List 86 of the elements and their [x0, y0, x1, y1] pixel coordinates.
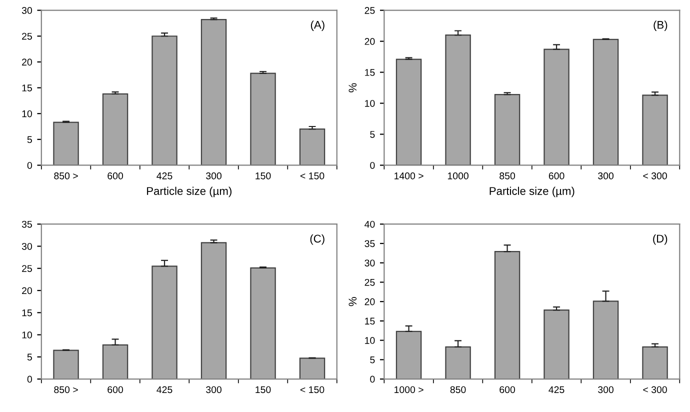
- x-axis-title: Particle size (µm): [490, 186, 574, 198]
- x-tick-label: < 150: [300, 386, 324, 394]
- bar: [152, 36, 178, 166]
- x-tick-label: 425: [548, 386, 564, 394]
- bar: [102, 344, 128, 380]
- y-tick-label: 35: [22, 220, 32, 228]
- bar: [102, 93, 128, 166]
- y-tick-label: 10: [365, 100, 375, 107]
- bar: [250, 72, 276, 166]
- y-tick-label: 5: [27, 354, 32, 361]
- x-tick-label: 1000 >: [394, 386, 424, 394]
- y-tick-label: 5: [370, 356, 375, 364]
- y-axis-title: %: [348, 83, 357, 92]
- x-tick-label: 600: [108, 386, 124, 394]
- y-tick-label: 20: [22, 287, 32, 294]
- y-tick-label: 30: [22, 7, 32, 14]
- x-tick-label: < 300: [643, 386, 667, 394]
- x-tick-label: 600: [108, 172, 124, 180]
- y-tick-label: 0: [370, 376, 375, 383]
- y-tick-label: 0: [27, 376, 32, 383]
- y-tick-label: 35: [364, 240, 375, 248]
- bar: [642, 94, 668, 166]
- y-tick-label: 15: [22, 84, 32, 92]
- bar: [445, 34, 471, 166]
- y-tick-label: 25: [364, 7, 375, 14]
- y-tick-label: 5: [27, 136, 32, 144]
- x-tick-label: 850: [500, 172, 516, 180]
- y-tick-label: 15: [365, 69, 375, 76]
- x-tick-label: 150: [256, 386, 271, 394]
- x-tick-label: 850 >: [54, 386, 78, 394]
- bar: [642, 346, 668, 380]
- x-tick-label: 300: [598, 172, 614, 180]
- annotation: (D): [653, 234, 668, 245]
- bar: [494, 251, 520, 380]
- y-tick-label: 20: [364, 298, 375, 306]
- x-tick-label: 1400 >: [394, 172, 424, 180]
- bar: [544, 48, 570, 166]
- y-tick-label: 15: [22, 309, 32, 316]
- y-tick-label: 10: [22, 110, 32, 118]
- x-tick-label: 300: [206, 172, 222, 180]
- bar: [445, 346, 471, 380]
- y-tick-label: 0: [27, 162, 32, 169]
- x-tick-label: 600: [548, 172, 564, 180]
- x-axis-title: Particle size (µm): [147, 186, 232, 198]
- bar: [200, 19, 227, 166]
- bar: [299, 128, 326, 166]
- x-tick-label: 1000: [448, 172, 468, 180]
- bar: [592, 38, 619, 166]
- bar: [592, 300, 619, 380]
- y-tick-label: 15: [365, 318, 375, 325]
- y-tick-label: 20: [22, 58, 32, 66]
- y-tick-label: 25: [22, 32, 32, 40]
- x-tick-label: 425: [156, 172, 172, 180]
- y-tick-label: 5: [370, 131, 375, 138]
- y-tick-label: 30: [22, 242, 32, 250]
- x-tick-label: 425: [156, 386, 172, 394]
- y-tick-label: 30: [364, 260, 375, 266]
- bar: [396, 330, 422, 380]
- x-tick-label: 300: [206, 386, 222, 394]
- y-tick-label: 25: [22, 265, 32, 272]
- bar: [53, 122, 79, 166]
- bar: [200, 242, 227, 380]
- y-tick-label: 40: [364, 220, 375, 228]
- y-tick-label: 10: [22, 332, 32, 338]
- bar: [152, 266, 178, 380]
- x-tick-label: 600: [500, 386, 516, 394]
- bar: [299, 358, 326, 380]
- x-tick-label: < 300: [643, 172, 667, 180]
- bar: [494, 94, 520, 166]
- bar: [250, 267, 276, 380]
- annotation: (C): [310, 234, 324, 245]
- y-tick-label: 20: [364, 38, 375, 45]
- x-tick-label: 150: [256, 172, 271, 180]
- x-tick-label: 850 >: [54, 172, 78, 180]
- y-tick-label: 0: [370, 162, 375, 169]
- x-tick-label: < 150: [300, 172, 324, 180]
- annotation: (A): [310, 20, 324, 31]
- y-tick-label: 25: [364, 278, 375, 286]
- y-axis-title: %: [348, 297, 357, 306]
- bar: [396, 58, 422, 166]
- x-tick-label: 850: [450, 386, 466, 394]
- bar: [544, 310, 570, 380]
- x-tick-label: 300: [598, 386, 614, 394]
- annotation: (B): [654, 20, 668, 31]
- y-tick-label: 10: [365, 337, 375, 344]
- bar: [53, 350, 79, 380]
